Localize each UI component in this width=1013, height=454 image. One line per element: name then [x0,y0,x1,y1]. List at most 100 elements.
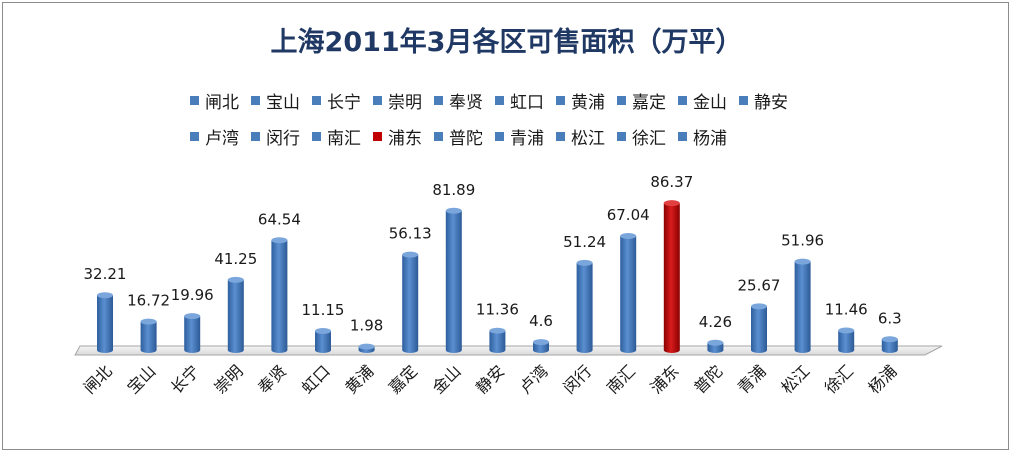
legend-label: 青浦 [510,129,544,149]
x-tick-label: 虹口 [298,361,334,397]
bar-虹口 [315,328,331,353]
legend-item: 宝山 [251,88,300,113]
chart-title: 上海2011年3月各区可售面积（万平） [270,27,743,58]
bar-奉贤 [271,237,288,353]
legend-item: 崇明 [373,88,422,113]
legend-item: 杨浦 [678,124,727,149]
legend-item: 虹口 [495,88,544,113]
bar-杨浦 [881,336,898,353]
legend-swatch [190,96,199,105]
legend-row-1: 闸北 宝山 长宁 崇明 奉贤 虹口 黄浦 嘉定 金山 静安 [190,88,890,113]
legend-swatch [739,96,748,105]
legend-swatch [251,96,260,105]
legend-row-2: 卢湾 闵行 南汇 浦东 普陀 青浦 松江 徐汇 杨浦 [190,124,890,149]
legend-label: 闵行 [266,129,300,149]
data-label: 11.15 [302,301,345,319]
data-label: 81.89 [432,181,475,199]
legend-swatch [617,96,626,105]
x-tick-label: 卢湾 [516,361,552,397]
x-tick-label: 长宁 [167,361,203,397]
bar-徐汇 [838,327,855,353]
x-tick-label: 闵行 [559,361,595,397]
x-tick-label: 普陀 [690,361,726,397]
data-label: 4.26 [699,313,732,331]
legend-label: 松江 [571,129,605,149]
bar-金山 [445,207,462,353]
x-tick-label: 奉贤 [254,361,290,397]
legend-swatch [556,132,565,141]
legend-swatch [678,96,687,105]
data-label: 56.13 [389,225,432,243]
data-label: 86.37 [650,173,693,191]
x-tick-label: 浦东 [647,361,683,397]
legend-label: 卢湾 [205,129,239,149]
legend-label: 宝山 [266,93,300,113]
data-label: 32.21 [84,265,127,283]
bar-闵行 [576,259,593,353]
data-label: 11.46 [825,301,868,319]
legend-label: 金山 [693,93,727,113]
bar-黄浦 [358,343,375,353]
x-tick-label: 嘉定 [385,361,421,397]
legend-item: 青浦 [495,124,544,149]
bar-青浦 [751,303,767,353]
legend-item: 静安 [739,88,788,113]
bar-崇明 [227,276,244,353]
legend-swatch [251,132,260,141]
x-tick-label: 崇明 [211,361,247,397]
bar-静安 [489,327,506,353]
chart-floor [74,345,943,356]
legend-item: 长宁 [312,88,361,113]
data-label: 4.6 [529,312,553,330]
legend-item: 普陀 [434,124,483,149]
data-label: 1.98 [350,317,383,335]
legend-item: 嘉定 [617,88,666,113]
legend-item: 奉贤 [434,88,483,113]
legend-swatch [678,132,687,141]
legend-swatch [495,132,504,141]
legend-swatch [373,96,382,105]
legend-label: 徐汇 [632,129,666,149]
legend-swatch [312,132,321,141]
legend-label: 崇明 [388,93,422,113]
legend-swatch [617,132,626,141]
bar-普陀 [707,339,724,353]
x-tick-label: 松江 [777,361,813,397]
legend-swatch [434,96,443,105]
x-tick-label: 黄浦 [341,361,377,397]
legend-label: 普陀 [449,129,483,149]
data-label: 11.36 [476,301,519,319]
x-tick-label: 金山 [429,361,465,397]
bar-宝山 [140,318,157,353]
legend-label: 静安 [754,93,788,113]
bar-闸北 [97,292,113,353]
x-tick-label: 杨浦 [865,361,901,397]
legend-label: 嘉定 [632,93,666,113]
legend-label: 浦东 [388,129,422,149]
legend-label: 黄浦 [571,93,605,113]
x-tick-label: 青浦 [734,361,770,397]
data-label: 41.25 [214,250,257,268]
x-tick-label: 南汇 [603,361,639,397]
legend-swatch [495,96,504,105]
legend-label: 奉贤 [449,93,483,113]
x-tick-label: 宝山 [123,361,159,397]
legend-swatch [434,132,443,141]
bar-嘉定 [402,251,419,353]
legend-item: 闸北 [190,88,239,113]
bar-浦东 [663,200,680,353]
legend-item: 浦东 [373,124,422,149]
legend-swatch [190,132,199,141]
x-tick-label: 徐汇 [821,361,857,397]
data-label: 51.24 [563,233,606,251]
data-label: 19.96 [171,286,214,304]
x-tick-label: 闸北 [80,361,116,397]
data-label: 16.72 [127,292,170,310]
legend-item: 闵行 [251,124,300,149]
legend-item: 松江 [556,124,605,149]
data-label: 67.04 [607,206,650,224]
legend-item: 金山 [678,88,727,113]
data-label: 6.3 [878,309,902,327]
